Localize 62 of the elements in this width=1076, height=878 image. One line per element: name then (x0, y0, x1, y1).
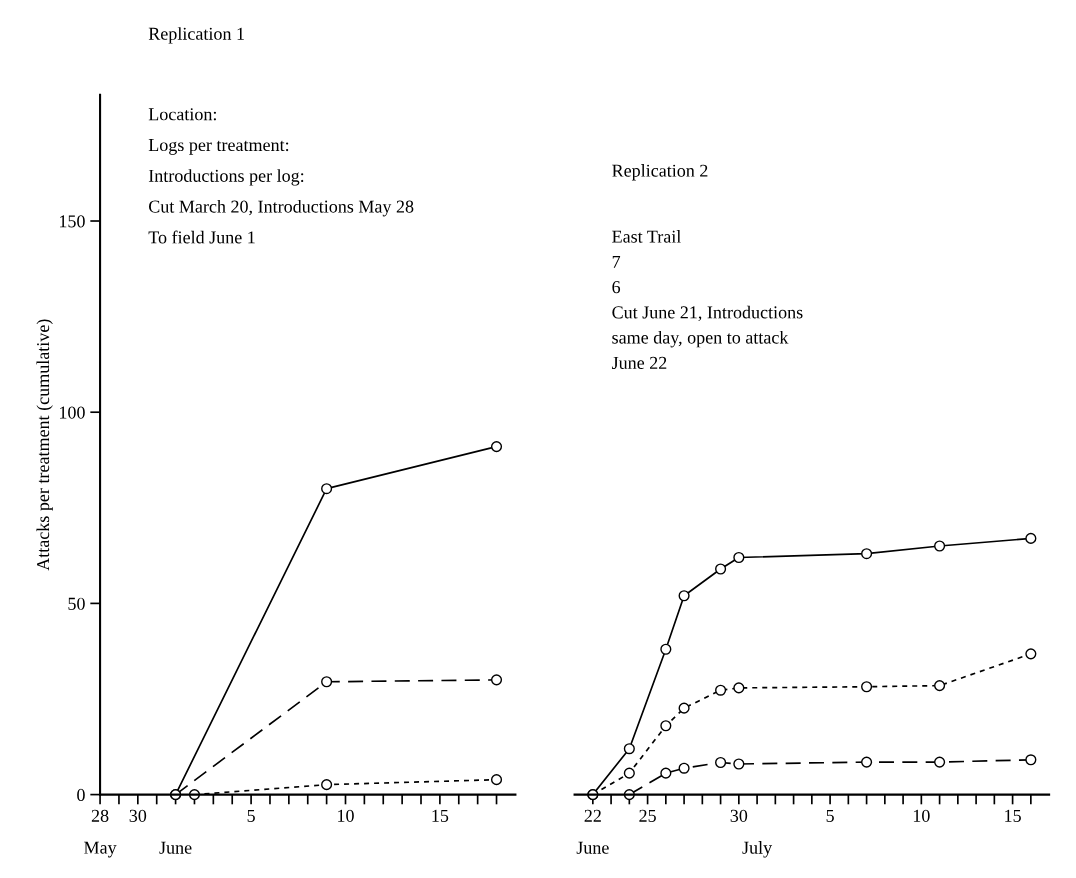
x-tick-label: 28 (91, 809, 109, 822)
point (623, 767, 635, 779)
point (934, 756, 946, 768)
x2-tick-label: July (742, 841, 773, 858)
x-tick-label: 22 (584, 809, 601, 822)
chart-title: Replication 1 (148, 27, 244, 44)
point (934, 540, 946, 552)
annotation: Location: (148, 108, 216, 121)
x2-tick-label: May (84, 841, 117, 858)
point (861, 548, 873, 560)
x-tick-label: 5 (826, 809, 834, 822)
point (321, 676, 333, 688)
point (733, 682, 745, 694)
y-tick-label: 0 (77, 788, 85, 802)
x-tick-label: 25 (639, 809, 656, 822)
point (490, 674, 503, 686)
annotation: 7 (612, 255, 621, 268)
point (321, 779, 333, 791)
x-tick-label: 30 (129, 809, 147, 822)
point (1025, 754, 1037, 766)
point (490, 774, 503, 786)
point (861, 756, 873, 768)
x-tick-label: 5 (247, 809, 255, 822)
point (733, 758, 745, 770)
chart-title: Replication 2 (612, 164, 708, 181)
y-axis-title: Attacks per treatment (cumulative) (36, 319, 53, 571)
x-tick-label: 30 (730, 809, 748, 822)
point (660, 720, 672, 732)
point (733, 551, 745, 564)
y-tick-label: 50 (68, 597, 85, 610)
point (678, 702, 690, 714)
x-tick-label: 15 (432, 809, 449, 822)
x-tick-label: 10 (338, 809, 354, 822)
x-tick-label: 10 (913, 809, 930, 822)
point (861, 681, 873, 693)
annotation: Cut June 21, Introductions (612, 305, 803, 322)
point (678, 762, 690, 774)
annotation: East Trail (612, 230, 681, 243)
x-tick-label: 15 (1005, 809, 1021, 822)
point (1025, 648, 1037, 660)
point (660, 643, 672, 655)
annotation: Logs per treatment: (148, 139, 289, 155)
annotation: Introductions per log: (148, 169, 304, 186)
annotation: 6 (612, 281, 621, 294)
x2-tick-label: June (576, 841, 609, 854)
y-tick-label: 100 (59, 406, 85, 419)
point (715, 756, 727, 769)
point (678, 590, 690, 602)
y-tick-label: 150 (59, 215, 85, 228)
annotation: same day, open to attack (612, 330, 789, 348)
annotation: To field June 1 (148, 230, 255, 244)
point (934, 680, 946, 692)
x2-tick-label: June (159, 841, 192, 854)
point (715, 563, 727, 575)
annotation: June 22 (611, 356, 667, 369)
point (660, 767, 672, 779)
point (1025, 532, 1037, 544)
point (321, 483, 333, 495)
annotation: Cut March 20, Introductions May 28 (148, 199, 414, 217)
point (623, 743, 635, 755)
point (490, 441, 503, 453)
point (715, 684, 727, 696)
